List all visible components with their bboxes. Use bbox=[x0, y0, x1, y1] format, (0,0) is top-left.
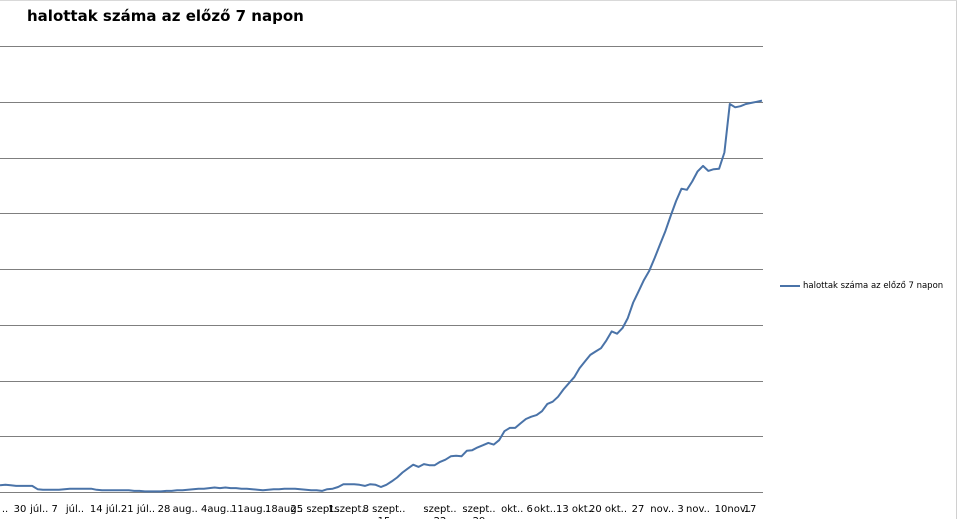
x-tick-label: júl.. 7 bbox=[29, 503, 58, 515]
x-tick-label: aug.. bbox=[207, 504, 232, 515]
chart-title: halottak száma az előző 7 napon bbox=[27, 7, 304, 25]
x-tick-label: 18aug.. bbox=[265, 504, 303, 515]
x-tick-label: júl.. bbox=[65, 503, 84, 515]
x-tick-label: nov.. 3 bbox=[650, 504, 684, 515]
x-tick-labels: .. 30 júl.. 7 júl.. 14 júl..21 júl.. 28 aug.. … bbox=[2, 503, 757, 519]
x-tick-label: okt.. 6 bbox=[501, 504, 533, 515]
x-tick-label: nov.. bbox=[686, 504, 710, 515]
x-tick-label: 11aug.. bbox=[231, 504, 269, 515]
gridlines bbox=[0, 46, 763, 437]
x-tick-label: .. bbox=[2, 504, 8, 515]
x-tick-label: szept.. bbox=[423, 504, 456, 515]
x-tick-label: 14 júl.. bbox=[90, 503, 124, 515]
x-tick-label: 10nov.. bbox=[715, 504, 752, 515]
x-tick-label-line2: 15 bbox=[378, 516, 391, 519]
x-tick-label: 8 szept.. bbox=[363, 504, 406, 515]
x-tick-label: szept.. bbox=[462, 504, 495, 515]
series-line bbox=[0, 99, 763, 493]
legend-swatch bbox=[780, 285, 800, 287]
x-tick-label: 20 okt.. bbox=[589, 504, 627, 515]
x-tick-label: okt.. bbox=[534, 504, 556, 515]
series-layer bbox=[0, 99, 763, 493]
x-tick-label: 17 bbox=[744, 504, 757, 515]
legend: halottak száma az előző 7 napon bbox=[780, 281, 943, 291]
legend-label: halottak száma az előző 7 napon bbox=[803, 281, 944, 291]
x-tick-label: 21 júl.. bbox=[121, 503, 155, 515]
x-tick-label: 13 okt.. bbox=[556, 504, 594, 515]
x-tick-label: aug.. 4 bbox=[173, 504, 208, 515]
x-tick-label-line2: 22 bbox=[434, 516, 447, 519]
x-tick-label-line2: 29 bbox=[473, 516, 486, 519]
x-tick-label: 1szept.. bbox=[328, 504, 368, 515]
x-tick-label: 28 bbox=[158, 504, 171, 515]
x-tick-label: 25 szept.. bbox=[290, 504, 339, 515]
x-tick-label: 30 bbox=[14, 504, 27, 515]
x-tick-label: 27 bbox=[632, 504, 645, 515]
